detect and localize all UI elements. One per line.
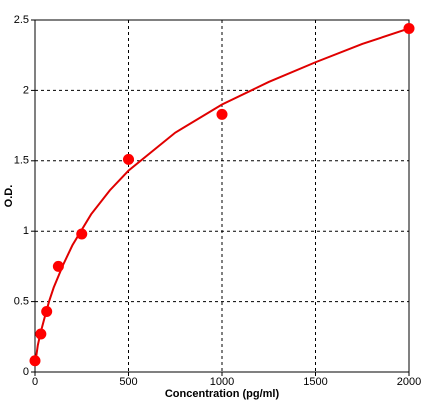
x-tick-label: 1000 [210,376,234,388]
point [52,260,64,272]
y-tick-label: 2 [23,84,29,96]
x-tick-label: 0 [32,376,38,388]
y-tick-label: 1.5 [14,155,29,167]
plot-frame [34,19,410,373]
point [29,355,41,367]
y-tick-label: 0 [23,366,29,378]
y-tick-label: 0.5 [14,296,29,308]
x-tick-label: 2000 [397,376,421,388]
point [123,153,134,165]
point [76,228,88,240]
y-tick-label: 1 [23,225,29,237]
y-axis-title: O.D. [3,185,15,208]
x-tick-label: 500 [119,376,137,388]
fit-curve [34,27,410,366]
point [403,22,415,34]
x-axis-title: Concentration (pg/ml) [165,388,280,400]
point [41,305,53,317]
y-tick-label: 2.5 [14,14,29,26]
point [35,328,47,340]
point [216,108,228,120]
x-tick-label: 1500 [303,376,327,388]
